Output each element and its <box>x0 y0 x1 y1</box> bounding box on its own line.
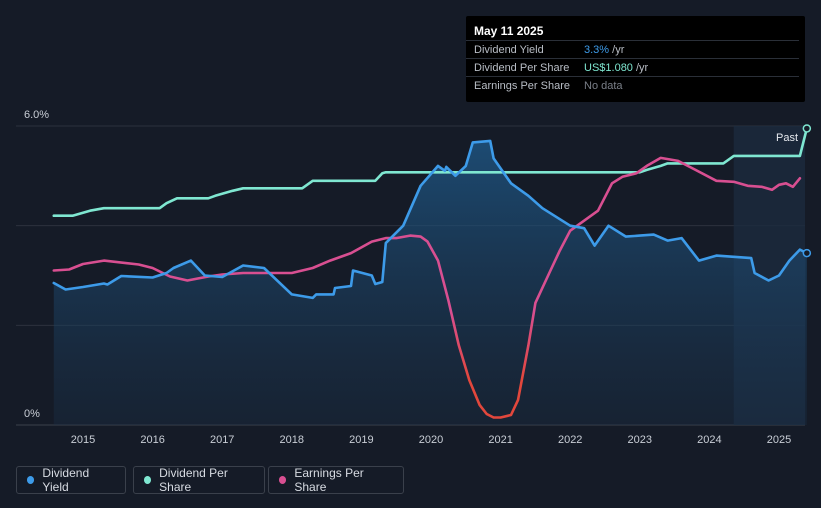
x-tick-label: 2025 <box>767 434 791 446</box>
axis-labels: 6.0% 0% 2015 2016 2017 2018 2019 2020 2021 2022 20… <box>24 109 798 446</box>
dividend-yield-end-marker <box>802 248 812 258</box>
legend-label: Dividend Yield <box>42 466 90 494</box>
legend-dot-icon <box>144 476 152 484</box>
series-line-dividend-yield <box>52 139 809 300</box>
x-tick-label: 2016 <box>140 434 164 446</box>
tooltip-value: 3.3% /yr <box>584 44 625 56</box>
tooltip-row-dividend-per-share: Dividend Per Share US$1.080 /yr <box>466 58 799 77</box>
series-line-dividend-per-share <box>52 127 809 217</box>
tooltip-value: US$1.080 /yr <box>584 62 649 74</box>
past-label: Past <box>776 132 798 144</box>
x-tick-label: 2015 <box>71 434 95 446</box>
dividend-yield-area <box>53 140 807 425</box>
tooltip: May 11 2025 Dividend Yield 3.3% /yr Divi… <box>466 16 805 102</box>
legend-dividend-yield[interactable]: Dividend Yield <box>16 466 126 494</box>
y-tick-label: 6.0% <box>24 109 49 121</box>
legend-label: Dividend Per Share <box>159 466 228 494</box>
dividend-per-share-end-marker <box>802 124 812 133</box>
tooltip-row-dividend-yield: Dividend Yield 3.3% /yr <box>466 40 799 59</box>
x-tick-label: 2017 <box>210 434 234 446</box>
x-tick-label: 2024 <box>697 434 721 446</box>
legend-dividend-per-share[interactable]: Dividend Per Share <box>133 466 265 494</box>
tooltip-label: Dividend Yield <box>474 44 544 56</box>
x-tick-label: 2018 <box>280 434 304 446</box>
y-tick-label: 0% <box>24 408 40 420</box>
x-tick-label: 2021 <box>488 434 512 446</box>
x-tick-label: 2022 <box>558 434 582 446</box>
legend-dot-icon <box>27 476 35 484</box>
series-layer <box>52 124 812 425</box>
x-tick-label: 2020 <box>419 434 443 446</box>
legend-label: Earnings Per Share <box>294 466 364 494</box>
tooltip-date: May 11 2025 <box>474 24 544 38</box>
legend-earnings-per-share[interactable]: Earnings Per Share <box>268 466 404 494</box>
tooltip-row-earnings-per-share: Earnings Per Share No data <box>466 76 799 95</box>
x-tick-label: 2019 <box>349 434 373 446</box>
x-tick-label: 2023 <box>628 434 652 446</box>
legend-dot-icon <box>279 476 287 484</box>
tooltip-label: Dividend Per Share <box>474 62 570 74</box>
series-line-earnings-per-share <box>52 156 802 419</box>
tooltip-label: Earnings Per Share <box>474 80 570 92</box>
tooltip-value: No data <box>584 80 623 92</box>
